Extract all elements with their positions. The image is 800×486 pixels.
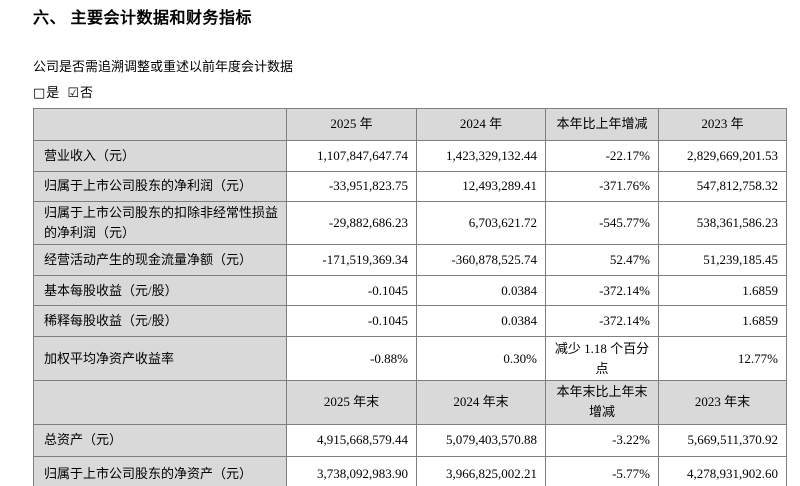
row-label: 归属于上市公司股东的净利润（元） [33,171,287,202]
value-2023: 1.6859 [658,275,787,307]
value-2025: 4,915,668,579.44 [286,423,417,457]
value-2024: 1,423,329,132.44 [416,140,546,172]
col-header-2023-end: 2023 年末 [658,380,787,425]
col-header-2023: 2023 年 [658,108,787,141]
value-change: -372.14% [545,305,659,338]
checkbox-yes-label: 是 [46,85,60,100]
value-2023: 12.77% [658,336,787,382]
value-2023: 1.6859 [658,305,787,338]
restatement-question: 公司是否需追溯调整或重述以前年度会计数据 [33,59,294,74]
value-change: -22.17% [545,140,659,172]
col-header-2025-end: 2025 年末 [286,380,417,425]
table-row-operating-cash-flow: 经营活动产生的现金流量净额（元） -171,519,369.34 -360,87… [33,244,787,277]
checkbox-checked-icon: ☑ [67,86,79,101]
restatement-answer: □是 ☑否 [33,84,786,102]
value-2025: -29,882,686.23 [286,200,417,246]
table-row-basic-eps: 基本每股收益（元/股） -0.1045 0.0384 -372.14% 1.68… [33,275,787,307]
value-2023: 547,812,758.32 [658,171,787,202]
value-change: 减少 1.18 个百分点 [545,336,659,382]
table-row-weighted-avg-roe: 加权平均净资产收益率 -0.88% 0.30% 减少 1.18 个百分点 12.… [33,336,787,382]
value-change: -3.22% [545,423,659,457]
table-row-total-assets: 总资产（元） 4,915,668,579.44 5,079,403,570.88… [33,423,787,457]
col-header-2025: 2025 年 [286,108,417,141]
table-row-net-profit-excl-nonrecurring: 归属于上市公司股东的扣除非经常性损益的净利润（元） -29,882,686.23… [33,200,787,246]
corner-cell [33,108,287,141]
row-label: 营业收入（元） [33,140,287,172]
table-row-net-assets: 归属于上市公司股东的净资产（元） 3,738,092,983.90 3,966,… [33,455,787,486]
checkbox-yes: □是 [33,85,60,101]
value-2023: 51,239,185.45 [658,244,787,277]
value-2024: 0.0384 [416,305,546,338]
row-label: 归属于上市公司股东的扣除非经常性损益的净利润（元） [33,200,287,246]
value-2025: -33,951,823.75 [286,171,417,202]
value-2025: -0.1045 [286,275,417,307]
value-2024: -360,878,525.74 [416,244,546,277]
row-label: 总资产（元） [33,423,287,457]
col-header-yoy-change: 本年比上年增减 [545,108,659,141]
value-2025: -171,519,369.34 [286,244,417,277]
value-change: -545.77% [545,200,659,246]
key-financials-table: 2025 年 2024 年 本年比上年增减 2023 年 营业收入（元） 1,1… [33,108,787,486]
row-label: 经营活动产生的现金流量净额（元） [33,244,287,277]
table-row-diluted-eps: 稀释每股收益（元/股） -0.1045 0.0384 -372.14% 1.68… [33,305,787,338]
col-header-yoy-end-change: 本年末比上年末增减 [545,380,659,425]
value-change: -371.76% [545,171,659,202]
row-label: 基本每股收益（元/股） [33,275,287,307]
value-change: 52.47% [545,244,659,277]
row-label: 稀释每股收益（元/股） [33,305,287,338]
checkbox-no: ☑否 [67,85,93,101]
value-2023: 4,278,931,902.60 [658,455,787,486]
value-2025: 1,107,847,647.74 [286,140,417,172]
checkbox-no-label: 否 [79,85,93,100]
value-change: -5.77% [545,455,659,486]
col-header-2024-end: 2024 年末 [416,380,546,425]
checkbox-unchecked-icon: □ [33,86,46,101]
value-2025: -0.1045 [286,305,417,338]
table-header-row-year-end: 2025 年末 2024 年末 本年末比上年末增减 2023 年末 [33,380,787,425]
row-label: 归属于上市公司股东的净资产（元） [33,455,287,486]
value-2023: 2,829,669,201.53 [658,140,787,172]
value-2024: 12,493,289.41 [416,171,546,202]
value-2024: 5,079,403,570.88 [416,423,546,457]
table-header-row-annual: 2025 年 2024 年 本年比上年增减 2023 年 [33,108,787,141]
section-title: 六、 主要会计数据和财务指标 [33,10,253,27]
table-row-net-profit: 归属于上市公司股东的净利润（元） -33,951,823.75 12,493,2… [33,171,787,202]
value-2024: 3,966,825,002.21 [416,455,546,486]
value-2025: -0.88% [286,336,417,382]
col-header-2024: 2024 年 [416,108,546,141]
value-change: -372.14% [545,275,659,307]
corner-cell [33,380,287,425]
value-2024: 6,703,621.72 [416,200,546,246]
row-label: 加权平均净资产收益率 [33,336,287,382]
value-2023: 5,669,511,370.92 [658,423,787,457]
value-2025: 3,738,092,983.90 [286,455,417,486]
value-2024: 0.0384 [416,275,546,307]
table-row-revenue: 营业收入（元） 1,107,847,647.74 1,423,329,132.4… [33,140,787,172]
value-2023: 538,361,586.23 [658,200,787,246]
value-2024: 0.30% [416,336,546,382]
